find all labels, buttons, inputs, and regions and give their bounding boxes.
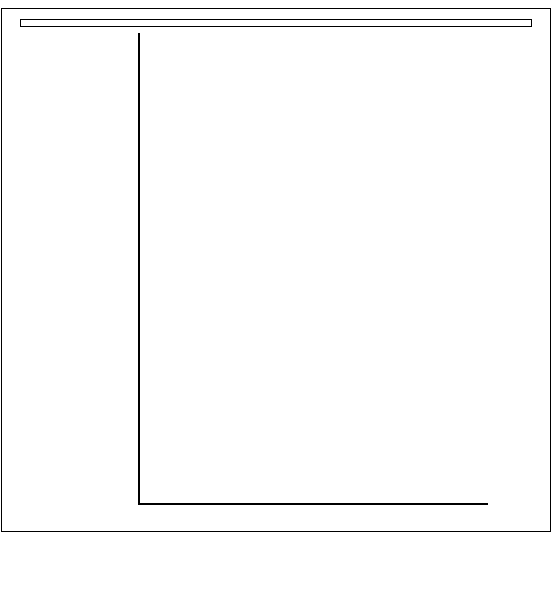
figure-container bbox=[1, 8, 551, 532]
chart-area bbox=[20, 33, 532, 523]
plot-area bbox=[138, 33, 488, 505]
legend-box bbox=[20, 19, 532, 27]
